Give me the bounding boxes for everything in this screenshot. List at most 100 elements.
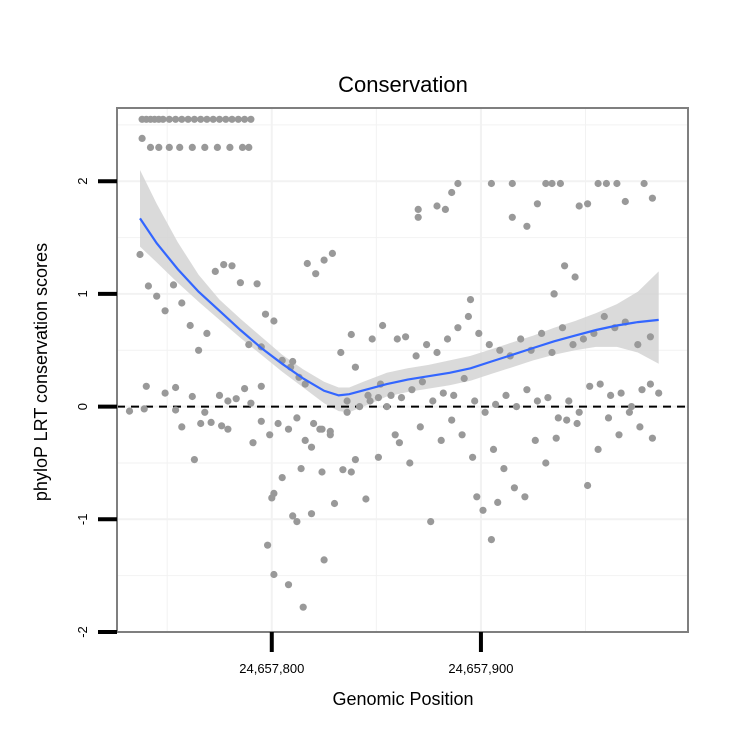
data-point <box>257 417 265 425</box>
data-point <box>316 425 324 433</box>
data-point <box>571 273 579 281</box>
data-point <box>155 143 163 151</box>
data-point <box>245 143 253 151</box>
data-point <box>485 341 493 349</box>
data-point <box>125 407 134 415</box>
data-point <box>429 397 437 405</box>
data-point <box>178 115 186 123</box>
data-point <box>245 341 253 349</box>
data-point <box>617 389 625 397</box>
data-point <box>201 143 209 151</box>
data-point <box>249 439 257 447</box>
data-point <box>379 321 387 330</box>
data-point <box>416 423 424 431</box>
data-point <box>469 453 477 461</box>
data-point <box>510 484 518 492</box>
data-point <box>492 400 500 408</box>
data-point <box>387 391 395 399</box>
y-tick-label: -2 <box>75 626 90 638</box>
data-point <box>531 436 539 444</box>
data-point <box>517 335 525 343</box>
data-point <box>475 329 483 337</box>
data-point <box>215 391 224 399</box>
data-point <box>596 380 604 388</box>
data-point <box>224 425 232 433</box>
data-point <box>655 389 663 397</box>
data-point <box>161 307 169 315</box>
data-point <box>443 335 452 343</box>
data-point <box>636 423 644 431</box>
data-points <box>125 115 663 611</box>
data-point <box>224 397 232 405</box>
data-point <box>607 391 615 399</box>
data-point <box>374 453 382 461</box>
x-axis-ticks: 24,657,800 24,657,900 <box>239 632 513 676</box>
data-point <box>257 382 265 390</box>
data-point <box>301 380 309 388</box>
data-point <box>351 363 359 371</box>
data-point <box>232 395 240 403</box>
data-point <box>508 213 516 221</box>
data-point <box>383 403 391 411</box>
y-tick-label: -1 <box>75 514 90 526</box>
data-point <box>284 425 293 433</box>
y-axis-title: phyloP LRT conservation scores <box>31 243 51 501</box>
data-point <box>218 422 226 430</box>
data-point <box>222 115 230 123</box>
data-point <box>433 202 441 210</box>
data-point <box>347 468 355 476</box>
data-point <box>479 506 487 514</box>
data-point <box>165 115 173 123</box>
data-point <box>414 205 422 213</box>
data-point <box>556 179 565 188</box>
data-point <box>471 397 479 405</box>
data-point <box>172 115 180 123</box>
data-point <box>326 431 334 439</box>
data-point <box>397 394 406 402</box>
data-point <box>366 397 374 405</box>
data-point <box>395 439 403 447</box>
data-point <box>172 383 180 392</box>
data-point <box>270 317 278 325</box>
data-point <box>487 179 495 188</box>
x-tick-label: 24,657,800 <box>239 661 304 676</box>
data-point <box>289 512 297 520</box>
data-point <box>441 205 449 213</box>
x-axis-title: Genomic Position <box>332 689 473 709</box>
data-point <box>266 431 274 439</box>
data-point <box>299 603 307 611</box>
data-point <box>330 499 339 508</box>
data-point <box>613 179 621 188</box>
data-point <box>473 493 481 501</box>
data-point <box>638 386 646 394</box>
chart-title: Conservation <box>338 72 468 97</box>
data-point <box>270 489 278 497</box>
data-point <box>460 374 468 383</box>
data-point <box>165 143 173 151</box>
data-point <box>412 352 420 360</box>
data-point <box>207 418 215 426</box>
data-point <box>548 348 556 357</box>
data-point <box>241 115 249 123</box>
data-point <box>293 414 301 422</box>
data-point <box>197 419 205 428</box>
data-point <box>550 290 558 298</box>
data-point <box>448 416 456 424</box>
data-point <box>521 493 529 501</box>
data-point <box>523 222 531 230</box>
data-point <box>184 115 192 123</box>
data-point <box>634 341 642 349</box>
data-point <box>195 346 203 354</box>
data-point <box>594 445 602 453</box>
data-point <box>402 333 410 341</box>
data-point <box>159 115 167 123</box>
data-point <box>450 391 458 399</box>
data-point <box>190 115 198 123</box>
data-point <box>226 143 234 151</box>
data-point <box>487 536 495 544</box>
data-point <box>297 465 305 473</box>
data-point <box>579 335 588 343</box>
data-point <box>554 414 562 422</box>
data-point <box>301 436 309 444</box>
data-point <box>454 179 462 188</box>
